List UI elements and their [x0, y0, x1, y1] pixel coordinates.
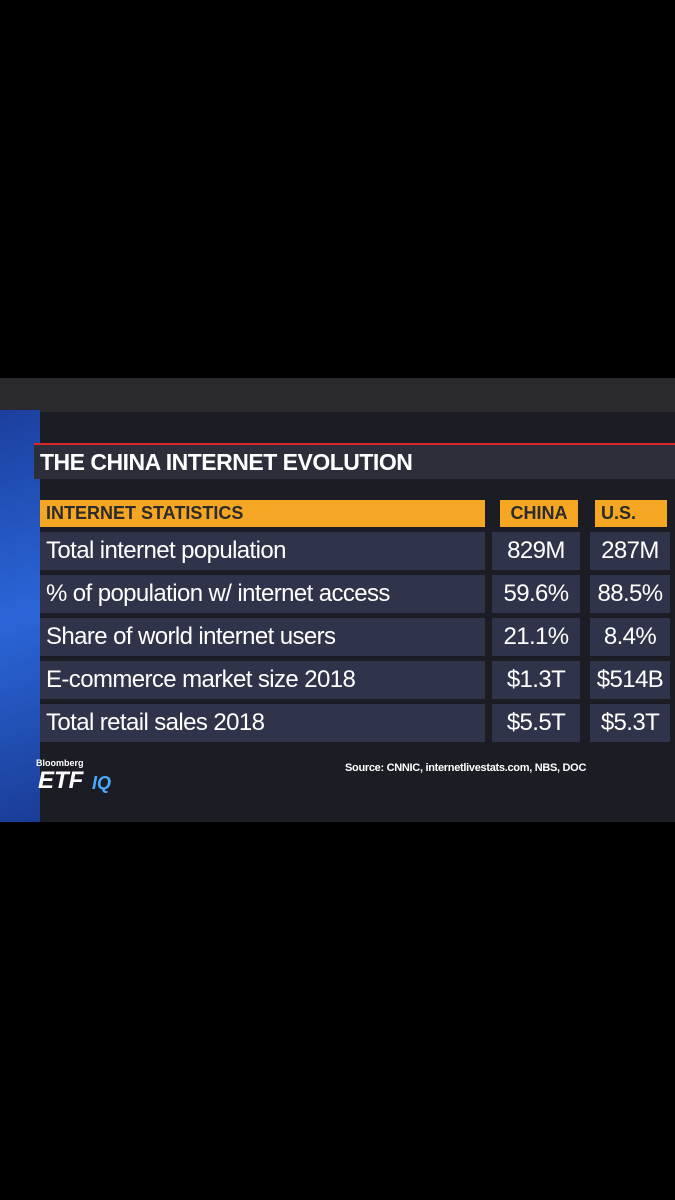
row-value: $514B [590, 661, 670, 699]
row-value: $5.3T [590, 704, 670, 742]
row-value: $1.3T [492, 661, 580, 699]
row-value: 88.5% [590, 575, 670, 613]
row-label: Total internet population [40, 532, 485, 570]
row-value: 21.1% [492, 618, 580, 656]
row-value: 59.6% [492, 575, 580, 613]
logo: Bloomberg ETF IQ [8, 758, 133, 802]
header-cell: CHINA [500, 500, 578, 527]
header-cell: INTERNET STATISTICS [40, 500, 485, 527]
row-label: E-commerce market size 2018 [40, 661, 485, 699]
logo-show: ETF [38, 767, 84, 794]
row-value: 287M [590, 532, 670, 570]
logo-brand: Bloomberg [36, 758, 84, 768]
title: THE CHINA INTERNET EVOLUTION [34, 443, 675, 479]
screen-top-band [0, 378, 675, 412]
row-label: Share of world internet users [40, 618, 485, 656]
side-stripe [0, 410, 40, 822]
header-cell: U.S. [595, 500, 667, 527]
source: Source: CNNIC, internetlivestats.com, NB… [345, 762, 587, 774]
row-value: 8.4% [590, 618, 670, 656]
row-value: 829M [492, 532, 580, 570]
logo-suffix: IQ [92, 773, 112, 793]
row-label: Total retail sales 2018 [40, 704, 485, 742]
row-value: $5.5T [492, 704, 580, 742]
row-label: % of population w/ internet access [40, 575, 485, 613]
